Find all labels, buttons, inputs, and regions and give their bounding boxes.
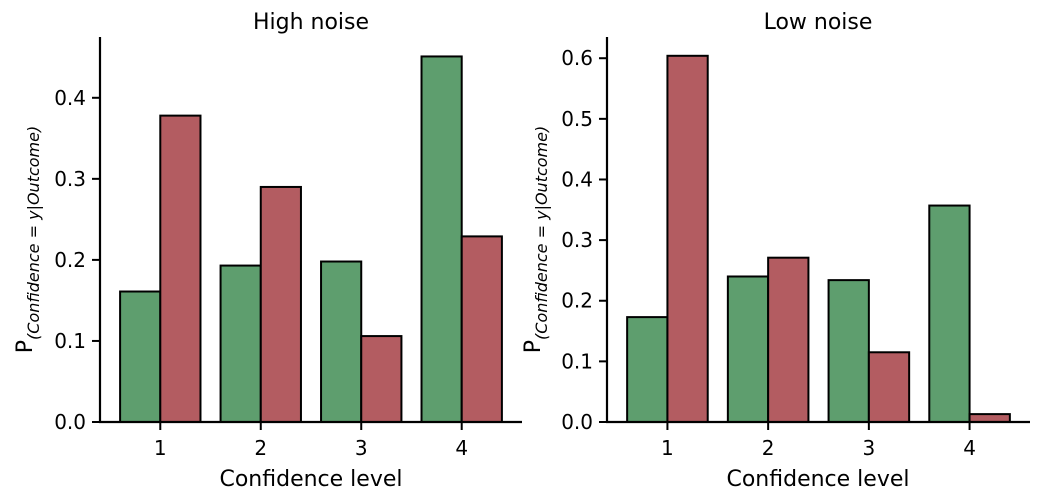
chart-panel-low-noise: 0.0 0.1 0.2 0.3 0.4 0.5 0.6 1 2 3 4 Low noise Confid… <box>521 10 1030 492</box>
bar-series2-cat-3 <box>360 335 403 423</box>
x-tick-label: 4 <box>455 436 468 460</box>
x-tick-label: 1 <box>661 436 674 460</box>
y-tick-label: 0.4 <box>54 86 86 110</box>
y-tick-label: 0.3 <box>561 228 593 252</box>
bar-series1-cat-1 <box>119 290 162 424</box>
y-axis-label-subscript: (Confidence = y|Outcome) <box>532 126 551 340</box>
y-axis-label-main: P <box>13 340 38 353</box>
bar-series1-cat-2 <box>219 264 262 423</box>
bar-series1-cat-3 <box>827 279 870 423</box>
bar-series2-cat-4 <box>968 413 1011 423</box>
y-axis-label-main: P <box>521 340 546 353</box>
chart-title: Low noise <box>764 10 873 35</box>
y-tick-label: 0.5 <box>561 107 593 131</box>
y-tick-label: 0.2 <box>54 248 86 272</box>
bar-series2-cat-1 <box>159 114 202 424</box>
y-tick-label: 0.1 <box>561 349 593 373</box>
y-tick-label: 0.6 <box>561 46 593 70</box>
bar-series1-cat-3 <box>320 260 363 423</box>
bar-series2-cat-3 <box>867 351 911 423</box>
bar-series1-cat-1 <box>626 316 669 423</box>
x-tick-label: 3 <box>862 436 875 460</box>
x-axis-label: Confidence level <box>726 467 909 492</box>
y-axis-label: P(Confidence = y|Outcome) <box>521 126 551 353</box>
y-tick-label: 0.0 <box>54 410 86 434</box>
y-tick-label: 0.2 <box>561 289 593 313</box>
y-tick-label: 0.3 <box>54 167 86 191</box>
x-tick-label: 2 <box>762 436 775 460</box>
bar-series1-cat-2 <box>726 275 770 423</box>
y-tick-label: 0.0 <box>561 410 593 434</box>
x-axis-label: Confidence level <box>219 467 402 492</box>
chart-title: High noise <box>253 10 369 35</box>
x-tick-label: 2 <box>254 436 267 460</box>
x-tick-label: 4 <box>963 436 976 460</box>
y-axis-label-subscript: (Confidence = y|Outcome) <box>24 126 43 340</box>
y-tick-label: 0.1 <box>54 329 86 353</box>
bar-series1-cat-4 <box>928 204 971 423</box>
x-tick-label: 1 <box>154 436 167 460</box>
y-tick-label: 0.4 <box>561 167 593 191</box>
y-axis-label: P(Confidence = y|Outcome) <box>13 126 43 353</box>
bar-series2-cat-2 <box>259 185 302 423</box>
bar-series2-cat-4 <box>460 235 503 423</box>
chart-panel-high-noise: 0.0 0.1 0.2 0.3 0.4 1 2 3 4 High noise Confidence … <box>13 10 522 492</box>
x-tick-label: 3 <box>355 436 368 460</box>
bar-series2-cat-1 <box>666 54 709 424</box>
bar-series1-cat-4 <box>420 55 463 423</box>
bar-series2-cat-2 <box>767 256 810 423</box>
